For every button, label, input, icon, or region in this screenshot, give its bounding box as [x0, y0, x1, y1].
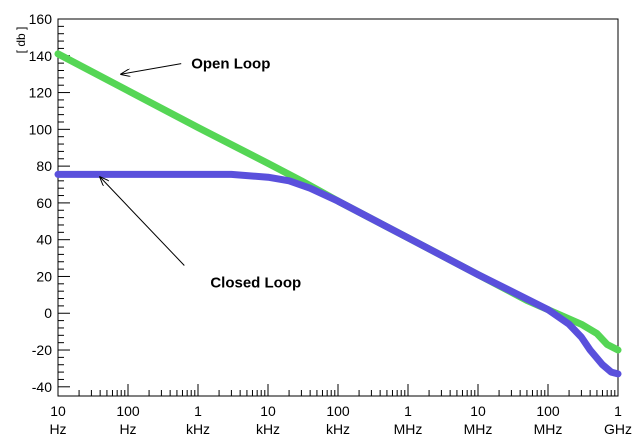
plot-frame — [57, 18, 619, 397]
y-tick-label: 160 — [29, 11, 53, 27]
y-tick-label: -40 — [32, 379, 52, 395]
y-tick-label: 40 — [36, 232, 52, 248]
series-line-closed-loop — [54, 170, 622, 378]
x-tick-unit: Hz — [49, 421, 66, 437]
x-tick-unit: GHz — [604, 421, 632, 437]
annotation-label: Open Loop — [191, 56, 270, 73]
y-tick-label: 80 — [36, 158, 52, 174]
x-tick-unit: MHz — [464, 421, 493, 437]
x-tick-number: 100 — [326, 403, 350, 419]
annotation-layer: Open Loop Closed Loop — [100, 56, 301, 291]
y-tick-label: 20 — [36, 268, 52, 284]
y-tick-label: 140 — [29, 48, 53, 64]
x-tick-number: 1 — [194, 403, 202, 419]
y-tick-label: 100 — [29, 121, 53, 137]
x-tick-unit: MHz — [394, 421, 423, 437]
x-tick-unit: MHz — [534, 421, 563, 437]
x-tick-number: 10 — [260, 403, 276, 419]
y-tick-label: 120 — [29, 85, 53, 101]
y-tick-label: 0 — [44, 305, 52, 321]
x-tick-unit: kHz — [256, 421, 280, 437]
x-axis: 10 Hz 100 Hz 1 kHz 10 kHz 100 kHz 1 MHz 10 MHz 100 MHz 1… — [49, 384, 632, 437]
series-layer — [54, 50, 622, 378]
x-tick-number: 100 — [536, 403, 560, 419]
x-tick-number: 10 — [470, 403, 486, 419]
x-tick-unit: kHz — [326, 421, 350, 437]
x-tick-number: 1 — [614, 403, 622, 419]
annotation-arrow — [121, 63, 182, 75]
x-tick-number: 100 — [116, 403, 140, 419]
y-tick-label: -20 — [32, 342, 52, 358]
annotation-arrow — [100, 177, 185, 266]
x-tick-number: 1 — [404, 403, 412, 419]
x-tick-number: 10 — [50, 403, 66, 419]
y-axis: -40 -20 0 20 40 60 80 100 120 140 160 — [29, 11, 70, 395]
x-tick-unit: Hz — [119, 421, 136, 437]
x-tick-unit: kHz — [186, 421, 210, 437]
y-tick-label: 60 — [36, 195, 52, 211]
annotation-label: Closed Loop — [210, 274, 301, 291]
y-axis-label: [ db ] — [14, 27, 28, 54]
